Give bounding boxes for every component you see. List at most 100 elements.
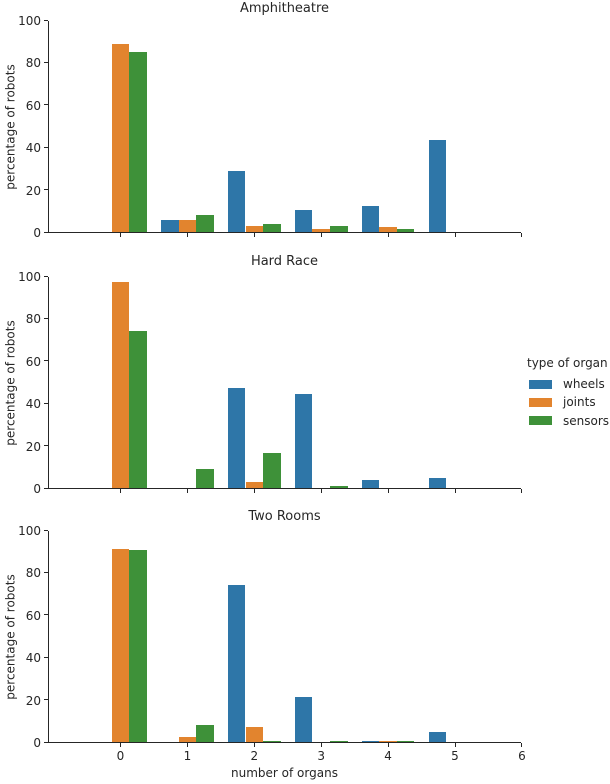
bar-wheels-4 [361, 479, 380, 488]
x-tick [454, 233, 456, 237]
bar-sensors-2 [263, 740, 281, 742]
chart-title-two-rooms: Two Rooms [248, 509, 321, 524]
y-tick [44, 231, 48, 233]
x-tick [521, 489, 523, 493]
bar-sensors-1 [196, 215, 214, 232]
x-tick [120, 233, 121, 237]
x-tick-label: 1 [183, 749, 192, 763]
x-tick [454, 489, 456, 493]
bar-joints-4 [379, 740, 397, 742]
x-tick-label: 2 [250, 749, 259, 763]
plot-area-two-rooms: 0 20 40 60 80 100 0 1 2 3 4 5 6 [18, 524, 526, 763]
y-tick [44, 445, 48, 447]
bar-sensors-0 [129, 51, 147, 232]
y-tick [44, 61, 48, 63]
y-axis-label-hard-race: percentage of robots [4, 320, 18, 446]
y-tick-label: 20 [25, 693, 41, 708]
bar-joints-4 [379, 226, 397, 232]
x-tick [186, 743, 188, 747]
bar-joints-0 [111, 282, 130, 488]
legend-entry-joints: joints [524, 393, 610, 411]
bar-sensors-2 [263, 223, 281, 232]
bar-joints-0 [111, 549, 130, 742]
y-tick [44, 529, 48, 531]
y-tick [44, 656, 48, 658]
bar-joints-3 [312, 228, 330, 232]
legend-swatch-joints-icon [529, 397, 552, 407]
legend-label-sensors: sensors [563, 413, 610, 428]
y-tick [44, 571, 48, 573]
x-tick [120, 743, 121, 747]
bar-wheels-4 [361, 205, 380, 232]
bar-wheels-5 [428, 732, 447, 742]
y-tick-label: 60 [25, 98, 41, 113]
y-tick-label: 0 [33, 736, 41, 750]
y-tick [44, 146, 48, 148]
bar-wheels-1 [161, 220, 179, 232]
y-tick-label: 80 [25, 312, 41, 327]
bar-wheels-5 [428, 478, 447, 488]
y-tick-label: 100 [18, 14, 41, 28]
x-tick [387, 489, 389, 493]
x-tick [454, 743, 456, 747]
chart-title-amphitheatre: Amphitheatre [239, 1, 330, 16]
legend-title: type of organ [527, 356, 608, 370]
y-tick [44, 360, 48, 362]
bar-wheels-3 [294, 697, 313, 742]
bar-wheels-2 [227, 585, 246, 742]
y-tick-label: 40 [25, 651, 41, 666]
bar-joints-2 [245, 727, 264, 742]
x-tick [253, 489, 255, 493]
y-tick-label: 40 [25, 141, 41, 156]
bar-wheels-4 [361, 740, 380, 742]
bar-joints-2 [245, 481, 264, 488]
bar-sensors-4 [396, 228, 415, 232]
bar-joints-1 [178, 220, 197, 232]
y-tick-label: 20 [25, 439, 41, 454]
x-tick-label: 0 [116, 749, 125, 763]
bar-sensors-3 [330, 225, 348, 232]
bar-sensors-0 [129, 331, 147, 488]
x-tick [387, 743, 389, 747]
bar-joints-2 [245, 225, 264, 232]
y-tick [44, 699, 48, 701]
legend: type of organ wheels joints sensors [524, 356, 610, 430]
y-tick-label: 60 [25, 354, 41, 369]
y-tick [44, 189, 48, 191]
legend-swatch-wheels-icon [529, 379, 552, 389]
y-tick [44, 614, 48, 616]
x-tick [521, 233, 523, 237]
chart-title-hard-race: Hard Race [250, 254, 319, 269]
bar-wheels-5 [428, 139, 447, 232]
bar-sensors-3 [330, 740, 348, 742]
y-tick-label: 60 [25, 608, 41, 623]
x-tick [320, 743, 322, 747]
y-tick-label: 0 [33, 226, 41, 240]
bar-wheels-3 [294, 393, 313, 488]
x-tick [253, 233, 255, 237]
y-tick-label: 100 [18, 270, 41, 284]
x-axis-label: number of organs [231, 766, 338, 780]
y-tick-label: 40 [25, 397, 41, 412]
y-tick [44, 104, 48, 106]
y-tick [44, 741, 48, 743]
x-tick-label: 3 [317, 749, 325, 763]
y-axis-label-amphitheatre: percentage of robots [4, 64, 18, 190]
y-tick [44, 487, 48, 489]
y-tick-label: 0 [33, 482, 41, 496]
legend-swatch-sensors-icon [529, 416, 552, 426]
plot-area-amphitheatre: 0 20 40 60 80 100 [18, 14, 523, 240]
legend-label-wheels: wheels [563, 377, 605, 392]
y-tick-label: 20 [25, 183, 41, 198]
x-tick [120, 489, 121, 493]
bar-joints-0 [111, 44, 130, 232]
x-tick [186, 489, 188, 493]
legend-entry-wheels: wheels [524, 375, 610, 393]
bar-sensors-0 [129, 550, 147, 742]
x-tick [320, 489, 322, 493]
x-tick [320, 233, 322, 237]
bar-sensors-4 [396, 740, 415, 742]
y-tick-label: 100 [18, 524, 41, 538]
x-tick-label: 5 [451, 749, 459, 763]
